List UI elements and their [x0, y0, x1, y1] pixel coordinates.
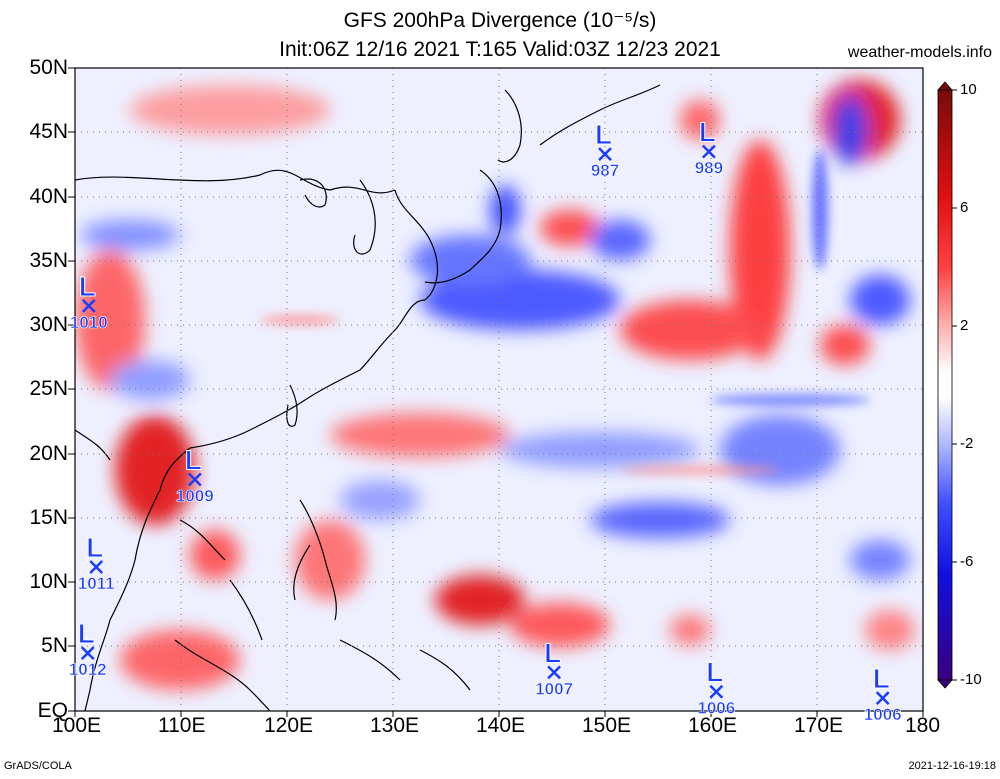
- lat-label: 35N: [29, 249, 68, 272]
- lat-label: 15N: [29, 506, 68, 529]
- low-pressure-markers: L 1010 L 1009 L 1011 L 1012 L 987 L 989 L 1007 L 1006 L 1…: [69, 116, 902, 725]
- low-letter: L: [706, 657, 723, 688]
- lon-label: 170E: [794, 714, 844, 737]
- low-pressure-value: 987: [591, 161, 619, 180]
- lat-label: 20N: [29, 442, 68, 465]
- low-center-mark: [187, 472, 202, 487]
- colorbar-label: -2: [960, 435, 974, 452]
- low-center-mark: [80, 646, 95, 661]
- lon-label: 110E: [158, 714, 206, 737]
- low-marker: L 989: [694, 116, 723, 178]
- low-center-mark: [547, 665, 562, 680]
- low-pressure-value: 1010: [70, 313, 108, 332]
- low-marker: L 1009: [176, 444, 214, 506]
- lat-label: 25N: [29, 377, 68, 400]
- low-marker: L 1006: [864, 663, 902, 725]
- colorbar-label: -6: [960, 553, 974, 570]
- chart-subtitle: Init:06Z 12/16 2021 T:165 Valid:03Z 12/2…: [279, 38, 721, 61]
- site-label: weather-models.info: [847, 44, 992, 61]
- low-marker: L 1011: [77, 531, 115, 593]
- colorbar-label: -10: [960, 671, 982, 688]
- low-marker: L 1010: [70, 270, 108, 332]
- low-letter: L: [544, 637, 561, 668]
- lat-label: EQ: [37, 699, 68, 722]
- low-pressure-value: 1009: [176, 487, 214, 506]
- lon-label: 100E: [52, 714, 102, 737]
- lat-label: 30N: [29, 313, 68, 336]
- low-marker: L 1007: [535, 637, 573, 699]
- divergence-field: [75, 68, 923, 711]
- colorbar-label: 6: [960, 199, 969, 216]
- lon-label: 150E: [582, 714, 632, 737]
- low-pressure-value: 989: [695, 159, 723, 178]
- lon-label: 140E: [476, 714, 526, 737]
- lon-label: 160E: [688, 714, 738, 737]
- low-letter: L: [79, 271, 96, 302]
- low-pressure-value: 1007: [535, 679, 573, 698]
- colorbar: [937, 81, 957, 689]
- lon-label: 180: [905, 714, 941, 737]
- low-pressure-value: 1006: [864, 705, 902, 724]
- low-letter: L: [78, 618, 95, 649]
- lat-label: 5N: [41, 634, 68, 657]
- low-pressure-value: 1011: [78, 574, 115, 593]
- low-letter: L: [699, 117, 716, 148]
- tick-marks: [68, 67, 924, 717]
- colorbar-label: 2: [960, 317, 969, 334]
- lat-label: 10N: [29, 570, 68, 593]
- lon-label: 120E: [264, 714, 314, 737]
- low-center-mark: [701, 144, 716, 159]
- coastline: [75, 84, 661, 711]
- low-letter: L: [86, 532, 103, 563]
- low-center-mark: [89, 560, 104, 574]
- colorbar-label: 10: [960, 81, 977, 98]
- low-center-mark: [598, 147, 612, 162]
- low-center-mark: [875, 691, 890, 706]
- low-pressure-value: 1006: [697, 699, 735, 718]
- low-marker: L 1006: [697, 656, 735, 718]
- low-marker: L 1012: [69, 618, 107, 680]
- lat-label: 50N: [29, 56, 68, 79]
- footer-left: GrADS/COLA: [4, 760, 72, 772]
- low-center-mark: [81, 299, 96, 313]
- lon-label: 130E: [370, 714, 420, 737]
- low-pressure-value: 1012: [69, 660, 107, 679]
- footer-right: 2021-12-16-19:18: [908, 760, 996, 772]
- chart-title: GFS 200hPa Divergence (10⁻⁵/s): [343, 9, 657, 32]
- low-letter: L: [185, 445, 202, 476]
- lat-label: 40N: [29, 185, 68, 208]
- low-center-mark: [709, 684, 724, 699]
- low-letter: L: [873, 663, 890, 694]
- low-marker: L 987: [591, 119, 620, 181]
- lat-label: 45N: [29, 120, 68, 143]
- low-letter: L: [595, 119, 612, 150]
